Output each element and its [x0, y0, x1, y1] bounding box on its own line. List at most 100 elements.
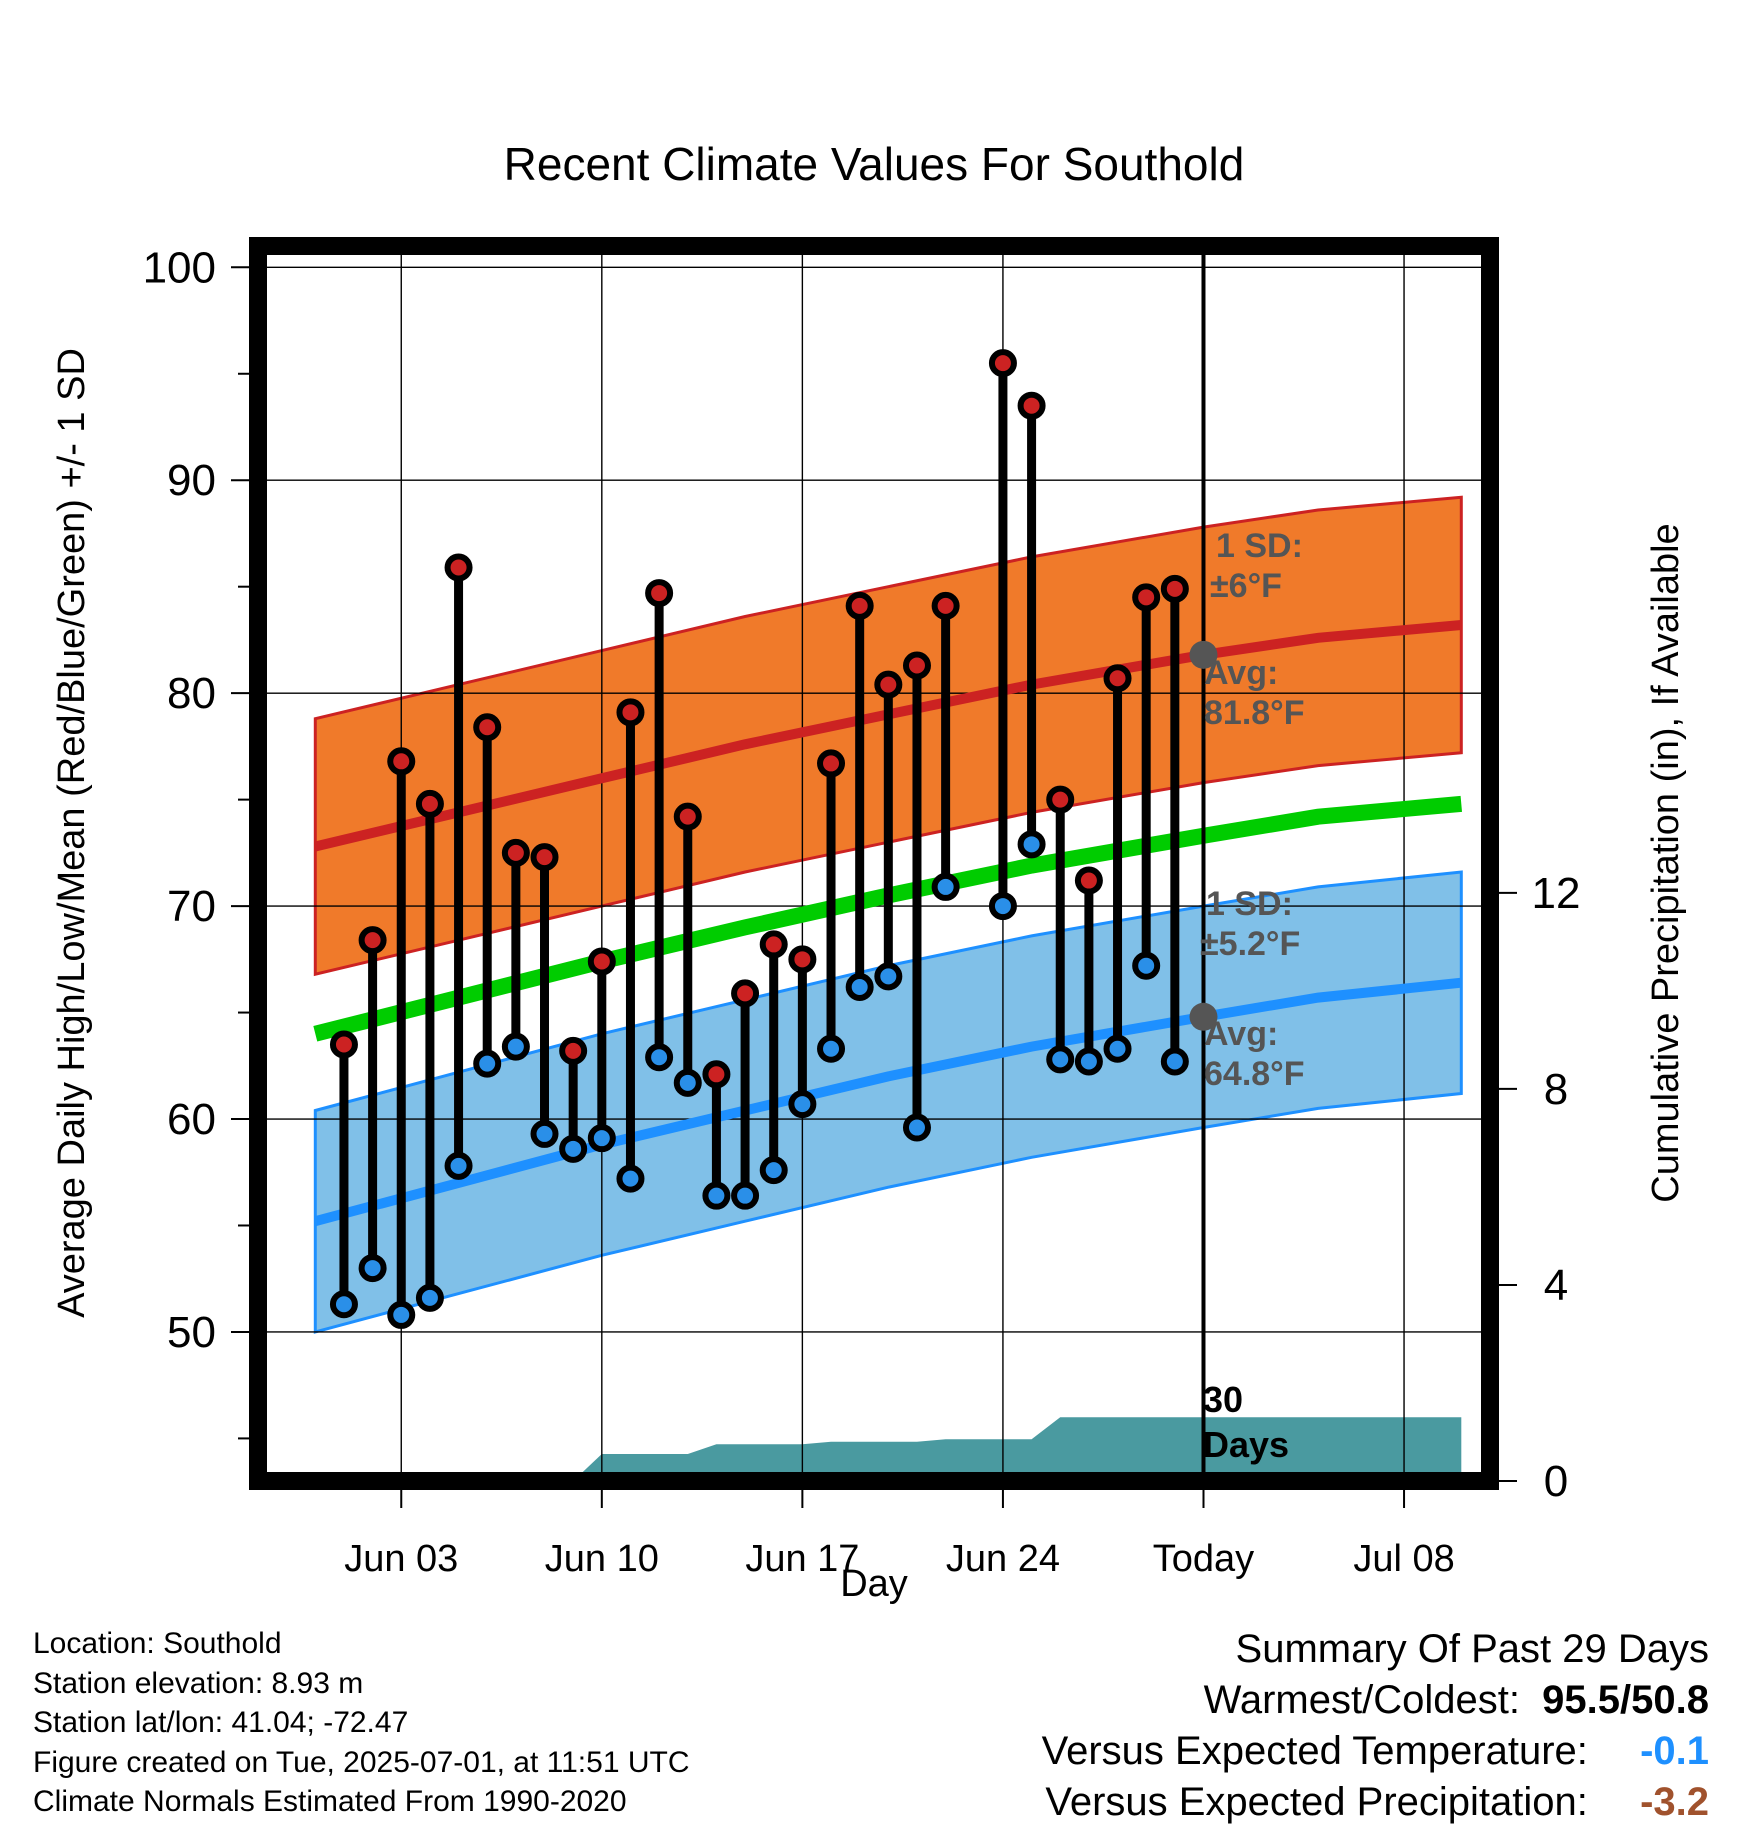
daily-high-point	[673, 802, 702, 831]
daily-low-point	[559, 1134, 588, 1163]
precip-area	[315, 1417, 1462, 1481]
today-avg-high-marker	[1189, 640, 1218, 669]
y-tick-label: 90	[167, 456, 216, 505]
daily-high-point	[501, 838, 530, 867]
today-days-label: 30 Days	[1203, 1379, 1289, 1465]
station-info: Location: Southold Station elevation: 8.…	[33, 1624, 690, 1822]
daily-low-point	[616, 1164, 645, 1193]
temp-vs-expected-value: -0.1	[1640, 1729, 1709, 1773]
daily-high-point	[874, 670, 903, 699]
precipitation-area	[315, 1417, 1462, 1481]
y2-axis-label: Cumulative Precipitation (in), If Availa…	[1645, 523, 1687, 1202]
y-tick-label: 70	[167, 882, 216, 931]
temp-vs-expected-label: Versus Expected Temperature:	[1041, 1729, 1588, 1773]
x-tick-label: Jun 24	[946, 1538, 1060, 1580]
precip-vs-expected-value: -3.2	[1640, 1780, 1709, 1824]
daily-low-point	[845, 973, 874, 1001]
summary-panel: Summary Of Past 29 Days Warmest/Coldest:…	[1042, 1624, 1709, 1828]
low-avg-label: Avg:	[1204, 1015, 1278, 1053]
daily-high-point	[1017, 391, 1046, 420]
daily-high-point	[587, 947, 616, 976]
daily-high-point	[1103, 664, 1132, 693]
precip-vs-expected-label: Versus Expected Precipitation:	[1045, 1780, 1588, 1824]
daily-high-point	[931, 591, 960, 620]
warmest-coldest-row: Warmest/Coldest: 95.5/50.8	[1042, 1675, 1709, 1726]
y-tick-label: 60	[167, 1095, 216, 1144]
x-axis-label: Day	[840, 1563, 908, 1605]
y-tick-label: 100	[143, 243, 216, 292]
today-days-line: Days	[1203, 1424, 1289, 1465]
daily-high-point	[988, 349, 1017, 378]
daily-high-point	[387, 747, 416, 776]
daily-low-point	[1160, 1047, 1189, 1076]
daily-high-low-bars	[329, 349, 1189, 1329]
x-tick-label: Jun 17	[745, 1538, 859, 1580]
y2-tick-label: 12	[1532, 869, 1581, 918]
daily-high-point	[845, 591, 874, 620]
daily-high-point	[759, 930, 788, 959]
daily-low-point	[702, 1181, 731, 1210]
daily-low-point	[988, 892, 1017, 921]
daily-high-point	[559, 1036, 588, 1065]
created-text: Figure created on Tue, 2025-07-01, at 11…	[33, 1745, 690, 1779]
daily-low-point	[444, 1151, 473, 1180]
today-days-line: 30	[1203, 1379, 1243, 1420]
y2-tick-label: 4	[1544, 1261, 1568, 1310]
daily-low-point	[731, 1181, 760, 1210]
daily-high-point	[444, 553, 473, 582]
daily-high-point	[1074, 866, 1103, 895]
precip-vs-expected-row: Versus Expected Precipitation: -3.2	[1042, 1777, 1709, 1828]
today-avg-low-marker	[1189, 1002, 1218, 1031]
x-tick-label: Today	[1153, 1538, 1254, 1580]
daily-low-point	[788, 1090, 817, 1119]
daily-low-point	[1103, 1034, 1132, 1063]
daily-low-point	[931, 872, 960, 901]
low-sd-value: ±5.2°F	[1200, 925, 1300, 963]
daily-low-point	[358, 1254, 387, 1283]
today-marker	[1189, 246, 1218, 1481]
high-avg-label: Avg:	[1204, 654, 1278, 692]
climate-chart: Recent Climate Values For Southold 1 SD:…	[51, 138, 1687, 1605]
daily-high-point	[358, 926, 387, 955]
daily-high-point	[616, 698, 645, 727]
low-sd-label: 1 SD:	[1206, 885, 1293, 923]
daily-high-point	[731, 979, 760, 1008]
elevation-text: Station elevation: 8.93 m	[33, 1666, 364, 1700]
high-avg-value: 81.8°F	[1204, 694, 1305, 732]
daily-low-point	[902, 1113, 931, 1142]
y-tick-label: 80	[167, 669, 216, 718]
avg-low-line	[314, 977, 1462, 1227]
y2-tick-label: 8	[1544, 1065, 1568, 1114]
daily-high-point	[530, 843, 559, 872]
summary-title: Summary Of Past 29 Days	[1235, 1627, 1709, 1671]
daily-low-point	[1017, 830, 1046, 859]
daily-high-point	[645, 579, 674, 608]
daily-high-point	[473, 713, 502, 742]
y2-tick-label: 0	[1544, 1457, 1568, 1506]
x-tick-label: Jul 08	[1353, 1538, 1454, 1580]
x-tick-label: Jun 10	[545, 1538, 659, 1580]
low-avg-value: 64.8°F	[1204, 1055, 1305, 1093]
y-tick-label: 50	[167, 1308, 216, 1357]
chart-title: Recent Climate Values For Southold	[504, 138, 1245, 190]
normals-text: Climate Normals Estimated From 1990-2020	[33, 1785, 627, 1818]
y-axis-label: Average Daily High/Low/Mean (Red/Blue/Gr…	[51, 348, 93, 1318]
warmest-coldest-value: 95.5/50.8	[1542, 1678, 1709, 1722]
warmest-coldest-label: Warmest/Coldest:	[1203, 1678, 1520, 1722]
location-text: Location: Southold	[33, 1627, 282, 1660]
daily-high-point	[415, 789, 444, 818]
high-sd-label: 1 SD:	[1216, 527, 1303, 565]
latlon-text: Station lat/lon: 41.04; -72.47	[33, 1706, 409, 1739]
daily-low-point	[1132, 951, 1161, 980]
chart-annotations: 1 SD: ±6°F Avg: 81.8°F 1 SD: ±5.2°F Avg:…	[1200, 527, 1305, 1093]
daily-low-point	[530, 1119, 559, 1148]
daily-high-point	[817, 749, 846, 778]
daily-low-point	[415, 1283, 444, 1312]
daily-high-point	[702, 1060, 731, 1089]
daily-high-point	[329, 1030, 358, 1059]
x-tick-label: Jun 03	[344, 1538, 458, 1580]
daily-high-point	[1046, 785, 1075, 814]
daily-low-point	[645, 1043, 674, 1072]
daily-low-point	[1074, 1047, 1103, 1076]
